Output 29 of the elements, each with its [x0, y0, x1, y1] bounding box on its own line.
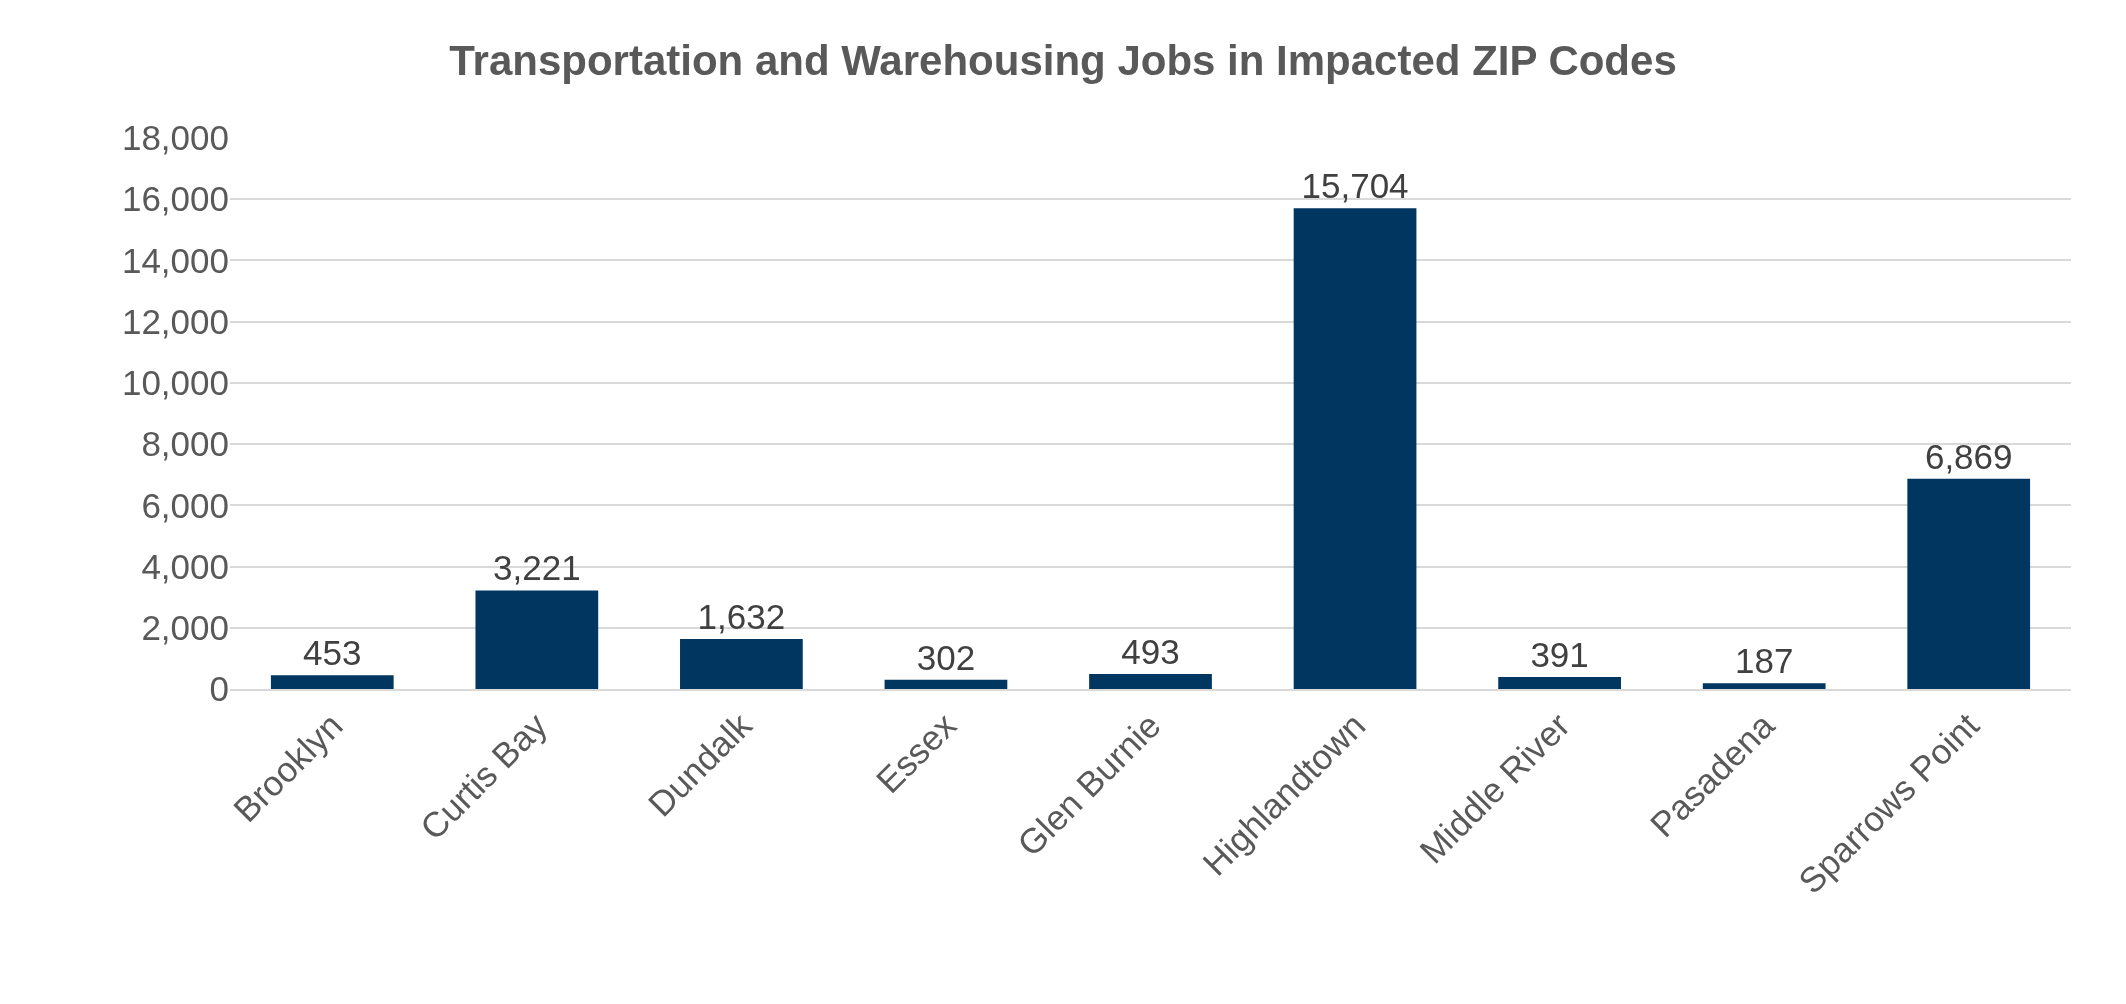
bar [680, 639, 803, 689]
data-label: 6,869 [1924, 436, 2013, 476]
y-tick-label: 2,000 [141, 608, 229, 648]
bar [1498, 677, 1621, 689]
data-label: 1,632 [697, 597, 786, 637]
bar [270, 675, 394, 689]
data-label: 391 [1530, 635, 1589, 675]
y-tick-label: 6,000 [141, 485, 229, 525]
bar [1702, 683, 1826, 689]
bar [1907, 478, 2031, 689]
y-tick-label: 10,000 [121, 363, 229, 403]
bar [884, 679, 1008, 689]
y-tick-label: 0 [209, 669, 229, 709]
data-label: 302 [916, 637, 976, 677]
data-label: 3,221 [493, 548, 581, 588]
chart-title: Transportation and Warehousing Jobs in Impacted ZIP Codes [449, 36, 1677, 84]
bar [475, 590, 599, 689]
y-tick-label: 14,000 [121, 240, 229, 280]
data-label: 493 [1121, 631, 1180, 671]
y-tick-label: 16,000 [121, 179, 229, 219]
data-label: 453 [303, 633, 362, 673]
bar [1089, 673, 1212, 689]
y-tick-label: 18,000 [121, 118, 229, 158]
y-tick-label: 12,000 [121, 301, 229, 341]
y-tick-label: 4,000 [141, 546, 229, 586]
data-label: 187 [1734, 641, 1794, 681]
bar [1293, 208, 1417, 689]
y-tick-label: 8,000 [141, 424, 229, 464]
data-label: 15,704 [1301, 166, 1409, 206]
